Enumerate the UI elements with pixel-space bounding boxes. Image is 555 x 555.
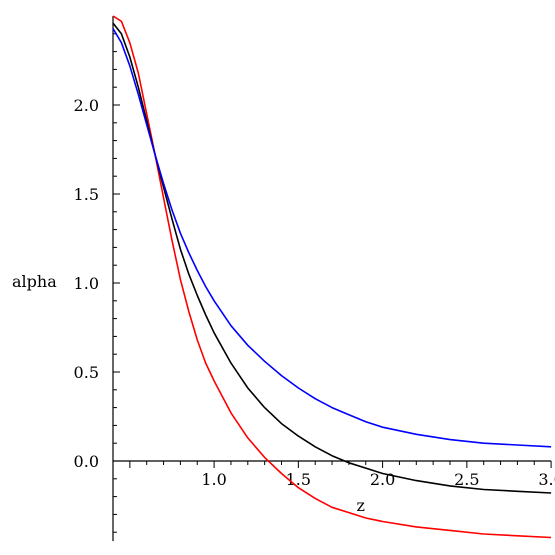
y-tick-label: 0.0 <box>74 452 99 471</box>
series-line-black <box>112 22 552 494</box>
x-tick-label: 1.5 <box>286 470 311 489</box>
y-tick-label: 0.5 <box>74 363 99 382</box>
y-tick-label: 1.5 <box>74 185 99 204</box>
x-tick-label: 2.5 <box>454 470 479 489</box>
x-tick-label: 3.0 <box>538 470 555 489</box>
y-tick-label: 2.0 <box>74 96 99 115</box>
x-minor-ticks <box>129 461 552 468</box>
x-axis-label: z <box>356 496 364 515</box>
y-tick-label: 1.0 <box>74 274 99 293</box>
series-line-red <box>112 15 552 539</box>
series-lines <box>112 15 552 539</box>
x-tick-label: 1.0 <box>201 470 226 489</box>
y-tick-labels: 0.0 0.5 1.0 1.5 2.0 <box>74 96 99 471</box>
y-minor-ticks <box>113 33 120 533</box>
series-line-blue <box>112 28 552 448</box>
y-axis-label: alpha <box>12 272 57 291</box>
